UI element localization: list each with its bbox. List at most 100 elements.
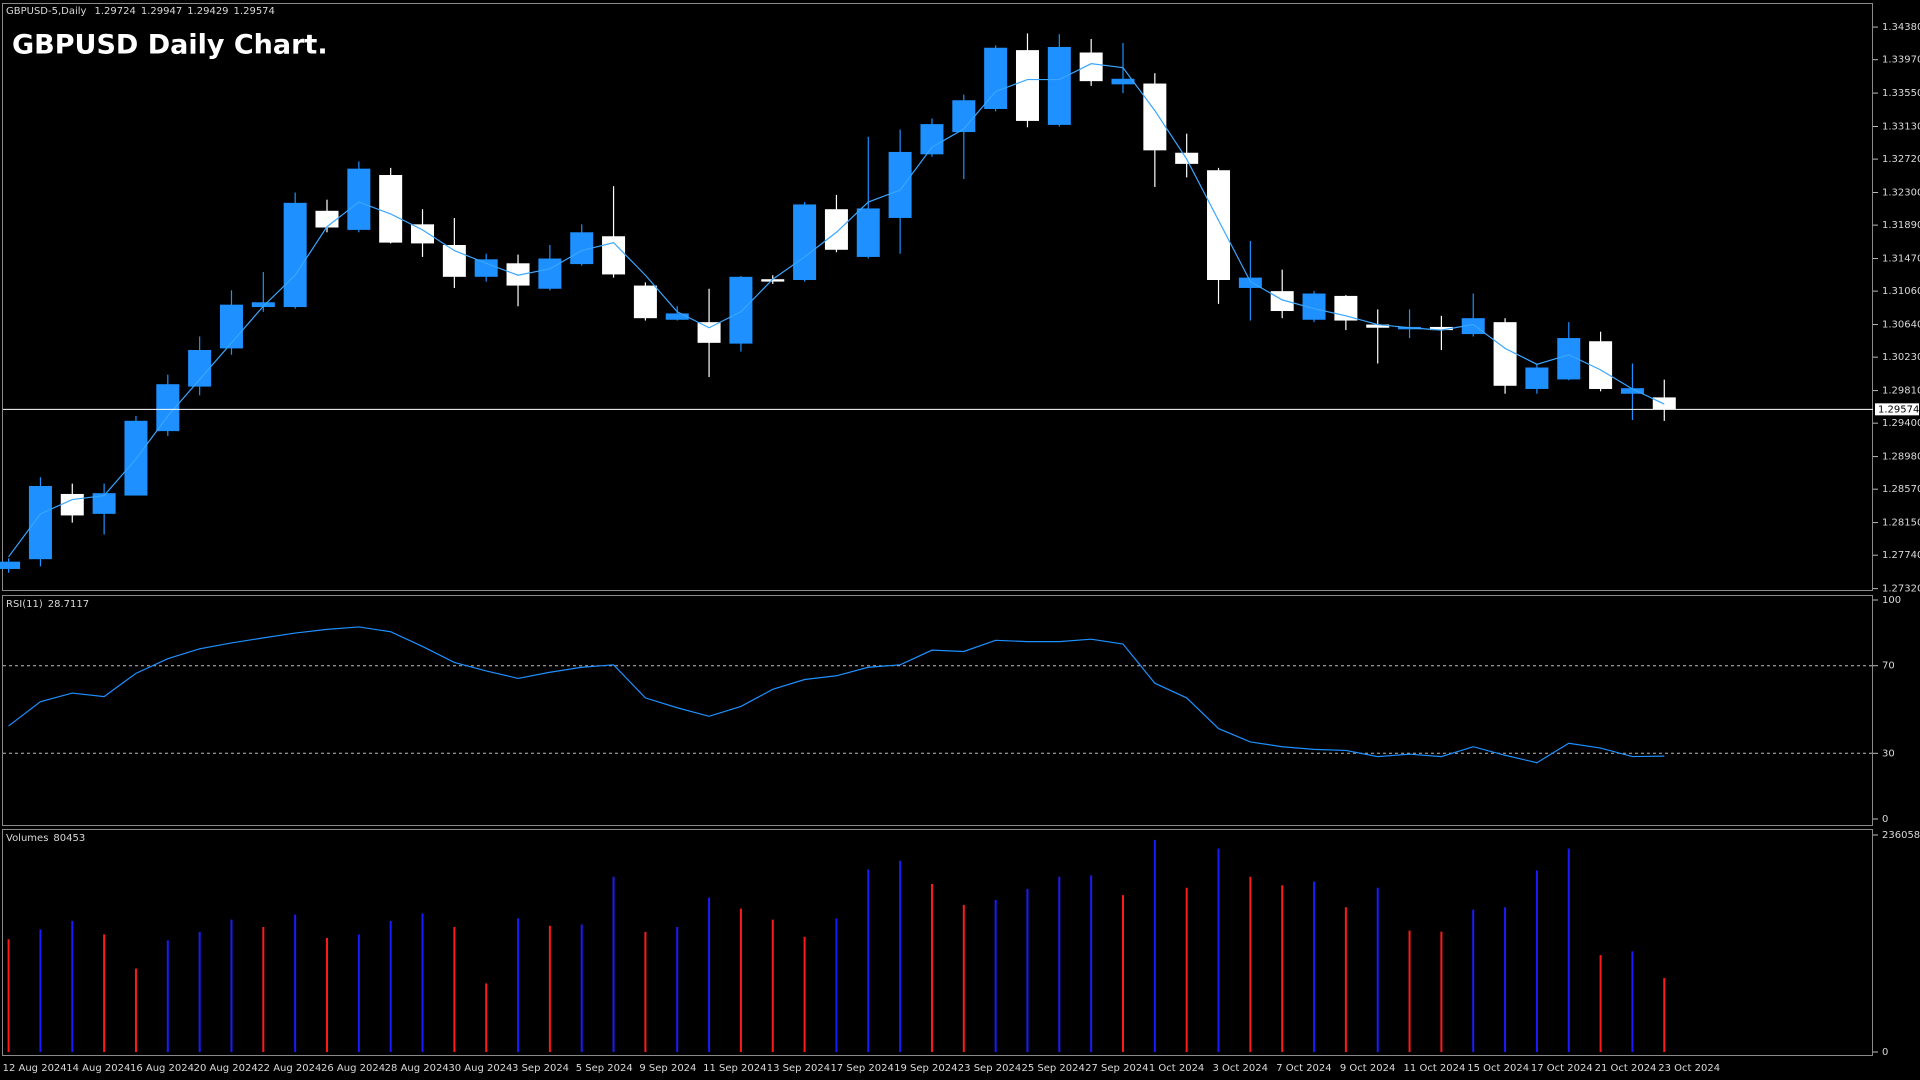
x-tick-label: 25 Sep 2024 <box>1021 1063 1084 1074</box>
y-tick-label: 1.31890 <box>1882 220 1920 231</box>
volume-panel <box>2 829 1873 1056</box>
x-tick-label: 20 Aug 2024 <box>194 1063 258 1074</box>
y-tick-label: 1.29400 <box>1882 418 1920 429</box>
candle-body <box>1079 52 1103 82</box>
candle-body <box>602 236 626 275</box>
candle-body <box>1429 326 1453 331</box>
x-tick-label: 17 Sep 2024 <box>830 1063 893 1074</box>
candle-body <box>474 259 498 277</box>
candle-body <box>347 168 371 230</box>
candle-body <box>570 232 594 265</box>
y-tick-label: 70 <box>1882 661 1895 672</box>
candle-body <box>251 302 275 308</box>
x-tick-label: 17 Oct 2024 <box>1531 1063 1593 1074</box>
rsi-name: RSI(11) <box>6 599 43 610</box>
header-high: 1.29947 <box>141 6 182 17</box>
y-tick-label: 1.30640 <box>1882 320 1920 331</box>
candle-body <box>888 151 912 218</box>
candle-body <box>920 124 944 155</box>
y-tick-label: 1.28150 <box>1882 518 1920 529</box>
x-tick-label: 3 Oct 2024 <box>1213 1063 1268 1074</box>
candle-body <box>697 322 721 343</box>
y-tick-label: 1.30230 <box>1882 352 1920 363</box>
y-tick-label: 1.33130 <box>1882 121 1920 132</box>
y-tick-label: 1.27320 <box>1882 584 1920 595</box>
y-tick-label: 1.32720 <box>1882 154 1920 165</box>
x-tick-label: 26 Aug 2024 <box>321 1063 385 1074</box>
y-tick-label: 1.28980 <box>1882 452 1920 463</box>
candle-body <box>761 279 785 282</box>
y-tick-label: 1.33970 <box>1882 55 1920 66</box>
x-tick-label: 14 Aug 2024 <box>66 1063 130 1074</box>
x-tick-label: 15 Oct 2024 <box>1467 1063 1529 1074</box>
candle-body <box>283 202 307 308</box>
x-tick-label: 5 Sep 2024 <box>576 1063 633 1074</box>
x-tick-label: 7 Oct 2024 <box>1276 1063 1331 1074</box>
candle-body <box>1366 324 1390 328</box>
volume-name: Volumes <box>6 833 48 844</box>
volume-last: 80453 <box>53 833 85 844</box>
candle-body <box>1270 291 1294 312</box>
candle-body <box>1557 338 1581 380</box>
y-tick-label: 100 <box>1882 595 1901 606</box>
candle-body <box>1143 83 1167 151</box>
moving-average <box>8 63 1665 558</box>
x-tick-label: 1 Oct 2024 <box>1149 1063 1204 1074</box>
candle-body <box>1493 322 1517 386</box>
x-tick-label: 3 Sep 2024 <box>512 1063 569 1074</box>
candle-body <box>984 47 1008 109</box>
candle-body <box>156 384 180 432</box>
candle-body <box>1525 367 1549 389</box>
candle-body <box>188 349 212 387</box>
candle-body <box>1207 170 1231 281</box>
candle-body <box>633 285 657 319</box>
x-tick-label: 9 Sep 2024 <box>639 1063 696 1074</box>
candle-body <box>1238 277 1262 288</box>
candle-body <box>1652 397 1676 410</box>
candle-body <box>952 100 976 133</box>
current-price-label: 1.29574 <box>1878 404 1919 415</box>
candle-body <box>379 175 403 243</box>
symbol: GBPUSD-5,Daily <box>6 6 87 17</box>
y-tick-label: 1.34380 <box>1882 22 1920 33</box>
y-tick-label: 1.32300 <box>1882 188 1920 199</box>
current-price-box <box>1875 403 1919 416</box>
x-tick-label: 22 Aug 2024 <box>257 1063 321 1074</box>
y-tick-label: 1.28570 <box>1882 484 1920 495</box>
y-tick-label: 1.31470 <box>1882 254 1920 265</box>
candle-body <box>1334 295 1358 321</box>
y-tick-label: 1.29810 <box>1882 386 1920 397</box>
candle-body <box>315 210 339 228</box>
candle-body <box>1015 50 1039 121</box>
x-tick-label: 12 Aug 2024 <box>3 1063 67 1074</box>
candle-body <box>92 493 116 514</box>
x-tick-label: 21 Oct 2024 <box>1595 1063 1657 1074</box>
candle-body <box>538 258 562 289</box>
x-tick-label: 23 Oct 2024 <box>1658 1063 1720 1074</box>
candle-body <box>1302 293 1326 320</box>
x-tick-label: 16 Aug 2024 <box>130 1063 194 1074</box>
x-tick-label: 19 Sep 2024 <box>894 1063 957 1074</box>
candle-body <box>729 276 753 344</box>
x-tick-label: 28 Aug 2024 <box>385 1063 449 1074</box>
rsi-last: 28.7117 <box>48 599 89 610</box>
rsi-panel <box>2 595 1873 826</box>
y-tick-label: 0 <box>1882 1047 1888 1058</box>
candle-body <box>411 224 435 244</box>
x-tick-label: 13 Sep 2024 <box>767 1063 830 1074</box>
volume-label: Volumes 80453 <box>6 833 85 844</box>
x-tick-label: 23 Sep 2024 <box>958 1063 1021 1074</box>
candle-body <box>824 209 848 250</box>
y-tick-label: 0 <box>1882 814 1888 825</box>
chart-header: GBPUSD-5,Daily 1.29724 1.29947 1.29429 1.295… <box>6 6 275 17</box>
candle-body <box>665 313 689 320</box>
candle-body <box>219 304 243 349</box>
candle-body <box>1111 78 1135 85</box>
header-close: 1.29574 <box>234 6 275 17</box>
x-tick-label: 30 Aug 2024 <box>448 1063 512 1074</box>
candle-body <box>28 486 52 560</box>
rsi-line <box>8 626 1665 764</box>
header-low: 1.29429 <box>187 6 228 17</box>
